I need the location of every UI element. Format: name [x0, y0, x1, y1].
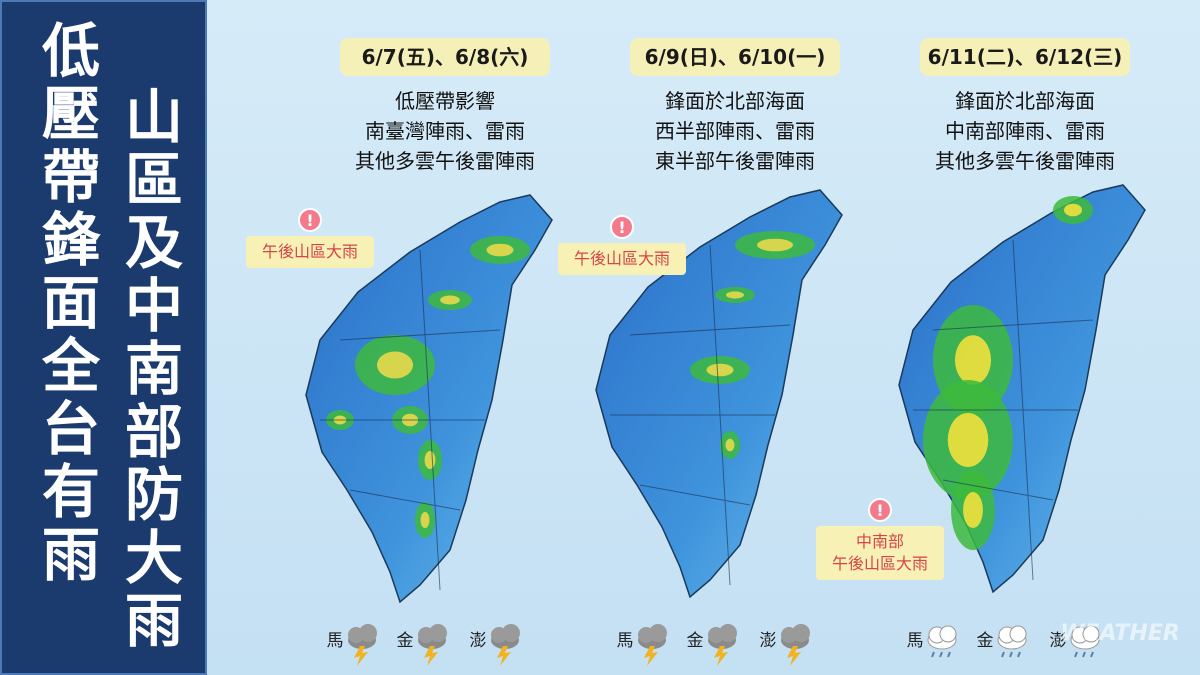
date-box [920, 38, 1130, 76]
callout: 午後山區大雨 [574, 249, 670, 268]
headline: 低壓帶鋒面全台有雨 [32, 20, 100, 587]
description: 中南部陣雨、雷雨 [945, 119, 1105, 143]
island-label: 金 [687, 631, 704, 651]
heavy-rain [947, 413, 989, 467]
weather-icon [491, 624, 520, 666]
weather-icon [638, 624, 667, 666]
date: 6/11(二)、6/12(三) [928, 45, 1123, 69]
heavy-rain [726, 291, 744, 299]
sidebar: 低壓帶鋒面全台有雨 山區及中南部防大雨 [0, 0, 207, 675]
heavy-rain [440, 295, 460, 305]
alert-icon [868, 498, 892, 522]
watermark: WEATHER [1060, 621, 1180, 646]
date: 6/9(日)、6/10(一) [645, 45, 826, 69]
callout-box [558, 243, 686, 275]
weather-icon [781, 624, 810, 666]
description: 鋒面於北部海面 [665, 89, 805, 113]
date-box [340, 38, 550, 76]
description: 鋒面於北部海面 [955, 89, 1095, 113]
heavy-rain [706, 363, 734, 377]
county-lines [913, 239, 1094, 581]
description: 南臺灣陣雨、雷雨 [365, 119, 525, 143]
taiwan-map [305, 194, 553, 603]
description: 低壓帶影響 [395, 89, 495, 113]
description: 其他多雲午後雷陣雨 [355, 149, 535, 173]
description: 西半部陣雨、雷雨 [655, 119, 815, 143]
island-label: 馬 [327, 631, 344, 651]
heavy-rain [725, 438, 735, 452]
alert-mark: ! [876, 501, 883, 520]
callout: 午後山區大雨 [832, 554, 928, 573]
alert-mark: ! [618, 218, 625, 237]
callout: 午後山區大雨 [262, 242, 358, 261]
county-lines [320, 249, 501, 591]
date: 6/7(五)、6/8(六) [362, 45, 529, 69]
weather-icon [997, 625, 1027, 658]
weather-icon [708, 624, 737, 666]
headline: 山區及中南部防大雨 [115, 86, 183, 653]
callout: 中南部 [856, 532, 904, 551]
callout-box [246, 236, 374, 268]
alert-icon [298, 208, 322, 232]
island-label: 馬 [617, 631, 634, 651]
taiwan-map [595, 189, 843, 598]
heavy-rain [486, 243, 514, 257]
heavy-rain [420, 511, 430, 529]
taiwan-map [898, 184, 1146, 593]
alert-mark: ! [306, 211, 313, 230]
county-lines [610, 244, 791, 586]
description: 東半部午後雷陣雨 [655, 149, 815, 173]
weather-icon [418, 624, 447, 666]
island-label: 金 [397, 631, 414, 651]
callout-box [816, 526, 944, 580]
description: 其他多雲午後雷陣雨 [935, 149, 1115, 173]
weather-icon [927, 625, 957, 658]
heavy-rain [963, 492, 983, 528]
heavy-rain [955, 335, 991, 385]
island-label: 馬 [907, 631, 924, 651]
heavy-rain [1064, 203, 1082, 217]
island-label: 金 [977, 631, 994, 651]
heavy-rain [424, 451, 436, 469]
heavy-rain [377, 351, 413, 379]
island-label: 澎 [760, 631, 777, 651]
date-box [630, 38, 840, 76]
island-label: 澎 [470, 631, 487, 651]
heavy-rain [757, 238, 793, 252]
weather-icon [348, 624, 377, 666]
island-label: 澎 [1050, 631, 1067, 651]
alert-icon [610, 215, 634, 239]
